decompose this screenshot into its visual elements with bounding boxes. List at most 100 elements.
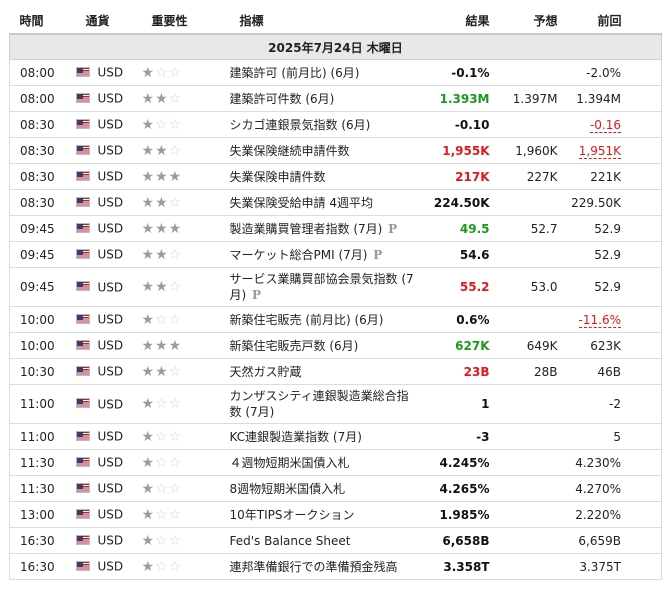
event-forecast [491, 189, 560, 216]
event-row[interactable]: 13:00 USD ★☆☆ 10年TIPSオークション 1.985% 2.220% [9, 501, 662, 528]
star-filled-icon: ★ [155, 194, 169, 211]
event-row[interactable]: 09:45 USD ★★☆ サービス業購買部協会景気指数 (7月) P 55.2 53.0… [9, 267, 662, 307]
event-currency-cell: USD [75, 267, 142, 307]
event-result: 1.985% [419, 501, 492, 528]
star-filled-icon: ★ [155, 90, 169, 107]
star-empty-icon: ☆ [155, 480, 169, 497]
event-forecast: 53.0 [491, 267, 560, 307]
header-previous[interactable]: 前回 [559, 7, 662, 35]
event-previous: 2.220% [575, 507, 621, 522]
event-row[interactable]: 08:30 USD ★★☆ 失業保険継続申請件数 1,955K 1,960K 1,951K [9, 137, 662, 164]
event-indicator-link[interactable]: 新築住宅販売 (前月比) (6月) [229, 312, 384, 327]
event-previous-revised[interactable]: -0.16 [589, 117, 621, 133]
event-time: 08:30 [9, 111, 76, 138]
event-row[interactable]: 16:30 USD ★☆☆ 連邦準備銀行での準備預金残高 3.358T 3.375T [9, 553, 662, 580]
event-row[interactable]: 11:00 USD ★☆☆ KC連銀製造業指数 (7月) -3 5 [9, 423, 662, 450]
header-importance[interactable]: 重要性 [141, 7, 230, 35]
event-previous: 4.230% [575, 455, 621, 470]
event-row[interactable]: 08:00 USD ★☆☆ 建築許可 (前月比) (6月) -0.1% -2.0% [9, 59, 662, 86]
star-filled-icon: ★ [155, 337, 169, 354]
event-indicator-link[interactable]: 建築許可 (前月比) (6月) [229, 65, 360, 80]
event-indicator-link[interactable]: Fed's Balance Sheet [229, 533, 351, 548]
event-result: -0.1% [419, 59, 492, 86]
event-previous-revised[interactable]: 1,951K [578, 143, 621, 159]
header-time[interactable]: 時間 [9, 7, 76, 35]
event-row[interactable]: 11:30 USD ★☆☆ ４週物短期米国債入札 4.245% 4.230% [9, 449, 662, 476]
event-row[interactable]: 16:30 USD ★☆☆ Fed's Balance Sheet 6,658B 6,65… [9, 527, 662, 554]
star-empty-icon: ☆ [168, 116, 183, 133]
event-indicator-link[interactable]: 失業保険受給申請 4週平均 [229, 195, 373, 210]
event-indicator-link[interactable]: 8週物短期米国債入札 [229, 481, 346, 496]
star-empty-icon: ☆ [155, 428, 169, 445]
importance-stars: ★★☆ [141, 85, 230, 112]
event-result: 4.265% [419, 475, 492, 502]
event-previous-cell: 1,951K [559, 137, 662, 164]
star-empty-icon: ☆ [168, 246, 183, 263]
event-indicator-link[interactable]: シカゴ連銀景気指数 (6月) [229, 117, 371, 132]
event-indicator-link[interactable]: 失業保険継続申請件数 [229, 143, 350, 158]
event-indicator-link[interactable]: 製造業購買管理者指数 (7月) [229, 221, 383, 236]
importance-stars: ★☆☆ [141, 553, 230, 580]
event-time: 11:00 [9, 384, 76, 424]
date-row: 2025年7月24日 木曜日 [9, 33, 662, 60]
header-indicator[interactable]: 指標 [229, 7, 420, 35]
event-currency: USD [97, 481, 124, 496]
event-forecast: 227K [491, 163, 560, 190]
event-row[interactable]: 11:30 USD ★☆☆ 8週物短期米国債入札 4.265% 4.270% [9, 475, 662, 502]
event-row[interactable]: 08:30 USD ★★★ 失業保険申請件数 217K 227K 221K [9, 163, 662, 190]
event-row[interactable]: 10:00 USD ★☆☆ 新築住宅販売 (前月比) (6月) 0.6% -11.6% [9, 306, 662, 333]
event-previous-cell: -0.16 [559, 111, 662, 138]
importance-stars: ★☆☆ [141, 306, 230, 333]
event-previous: -2.0% [586, 65, 621, 80]
event-currency: USD [97, 338, 124, 353]
event-time: 09:45 [9, 241, 76, 268]
event-row[interactable]: 08:30 USD ★★☆ 失業保険受給申請 4週平均 224.50K 229.50K [9, 189, 662, 216]
event-indicator-link[interactable]: KC連銀製造業指数 (7月) [229, 429, 362, 444]
event-row[interactable]: 09:45 USD ★★☆ マーケット総合PMI (7月) P 54.6 52.9 [9, 241, 662, 268]
event-indicator-link[interactable]: ４週物短期米国債入札 [229, 455, 350, 470]
event-row[interactable]: 11:00 USD ★☆☆ カンザスシティ連銀製造業総合指数 (7月) 1 -2 [9, 384, 662, 424]
event-result: 23B [419, 358, 492, 385]
event-row[interactable]: 09:45 USD ★★★ 製造業購買管理者指数 (7月) P 49.5 52.7 52.9 [9, 215, 662, 242]
event-row[interactable]: 10:00 USD ★★★ 新築住宅販売戸数 (6月) 627K 649K 623K [9, 332, 662, 359]
star-filled-icon: ★ [141, 480, 156, 497]
event-currency-cell: USD [75, 163, 142, 190]
event-indicator-link[interactable]: 失業保険申請件数 [229, 169, 326, 184]
header-currency[interactable]: 通貨 [75, 7, 142, 35]
event-indicator-cell: 建築許可件数 (6月) [229, 85, 420, 112]
event-indicator-link[interactable]: マーケット総合PMI (7月) [229, 247, 368, 262]
preliminary-icon[interactable]: P [373, 247, 383, 262]
header-forecast[interactable]: 予想 [491, 7, 560, 35]
event-result: 224.50K [419, 189, 492, 216]
event-currency: USD [97, 221, 124, 236]
event-currency-cell: USD [75, 137, 142, 164]
star-filled-icon: ★ [141, 64, 156, 81]
star-filled-icon: ★ [168, 168, 183, 185]
preliminary-icon[interactable]: P [388, 221, 398, 236]
star-filled-icon: ★ [141, 396, 156, 412]
header-result[interactable]: 結果 [419, 7, 492, 35]
event-row[interactable]: 08:30 USD ★☆☆ シカゴ連銀景気指数 (6月) -0.10 -0.16 [9, 111, 662, 138]
event-previous: 46B [597, 364, 621, 379]
us-flag-icon [75, 170, 90, 181]
star-filled-icon: ★ [141, 90, 156, 107]
event-time: 08:30 [9, 163, 76, 190]
event-indicator-link[interactable]: 連邦準備銀行での準備預金残高 [229, 559, 398, 574]
preliminary-icon[interactable]: P [252, 288, 262, 302]
event-previous-revised[interactable]: -11.6% [578, 312, 621, 328]
event-indicator-link[interactable]: 天然ガス貯蔵 [229, 364, 302, 379]
event-result: 0.6% [419, 306, 492, 333]
event-indicator-cell: 10年TIPSオークション [229, 501, 420, 528]
event-result: 49.5 [419, 215, 492, 242]
event-indicator-link[interactable]: サービス業購買部協会景気指数 (7月) [229, 272, 414, 302]
event-indicator-link[interactable]: 新築住宅販売戸数 (6月) [229, 338, 359, 353]
event-row[interactable]: 10:30 USD ★★☆ 天然ガス貯蔵 23B 28B 46B [9, 358, 662, 385]
event-row[interactable]: 08:00 USD ★★☆ 建築許可件数 (6月) 1.393M 1.397M 1.394M [9, 85, 662, 112]
event-indicator-link[interactable]: 10年TIPSオークション [229, 507, 355, 522]
event-currency-cell: USD [75, 306, 142, 333]
event-currency-cell: USD [75, 85, 142, 112]
importance-stars: ★☆☆ [141, 59, 230, 86]
event-indicator-link[interactable]: カンザスシティ連銀製造業総合指数 (7月) [229, 389, 409, 419]
event-indicator-link[interactable]: 建築許可件数 (6月) [229, 91, 335, 106]
event-currency-cell: USD [75, 215, 142, 242]
